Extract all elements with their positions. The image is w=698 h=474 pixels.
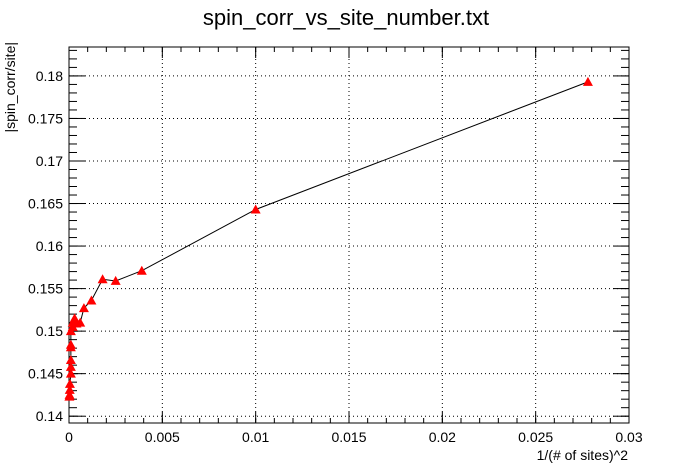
y-tick-label: 0.145: [28, 366, 63, 382]
plot-frame: [68, 46, 630, 424]
data-point: [65, 361, 76, 371]
x-tick-label: 0: [65, 429, 73, 445]
y-tick-label: 0.14: [36, 408, 63, 424]
data-point: [136, 265, 147, 275]
data-point: [78, 303, 89, 313]
x-tick-label: 0.01: [242, 429, 269, 445]
x-tick-label: 0.025: [518, 429, 553, 445]
data-point: [582, 76, 593, 86]
grid-lines: [69, 47, 629, 423]
data-point: [65, 326, 76, 336]
x-tick-label: 0.03: [615, 429, 642, 445]
data-point: [97, 274, 108, 284]
data-point: [250, 204, 261, 214]
data-point: [110, 275, 121, 285]
x-tick-label: 0.015: [331, 429, 366, 445]
y-tick-label: 0.15: [36, 323, 63, 339]
x-axis-label: 1/(# of sites)^2: [537, 447, 629, 463]
data-point: [65, 368, 76, 378]
y-tick-label: 0.155: [28, 281, 63, 297]
y-tick-label: 0.18: [36, 68, 63, 84]
x-tick-label: 0.005: [145, 429, 180, 445]
y-axis-label: |spin_corr/site|: [2, 42, 18, 133]
tick-labels: 0 0.005 0.01 0.015 0.02 0.025 0.03 0.14 0.145 0.1…: [28, 68, 643, 445]
data-point: [65, 342, 76, 352]
data-point: [86, 295, 97, 305]
data-point: [64, 391, 75, 401]
chart-title: spin_corr_vs_site_number.txt: [203, 5, 489, 30]
x-tick-label: 0.02: [429, 429, 456, 445]
data-point: [64, 378, 75, 388]
y-tick-label: 0.16: [36, 238, 63, 254]
y-tick-label: 0.165: [28, 196, 63, 212]
y-tick-label: 0.175: [28, 110, 63, 126]
data-point: [64, 384, 75, 394]
y-tick-label: 0.17: [36, 153, 63, 169]
data-point: [65, 355, 76, 365]
data-series: [64, 76, 593, 401]
